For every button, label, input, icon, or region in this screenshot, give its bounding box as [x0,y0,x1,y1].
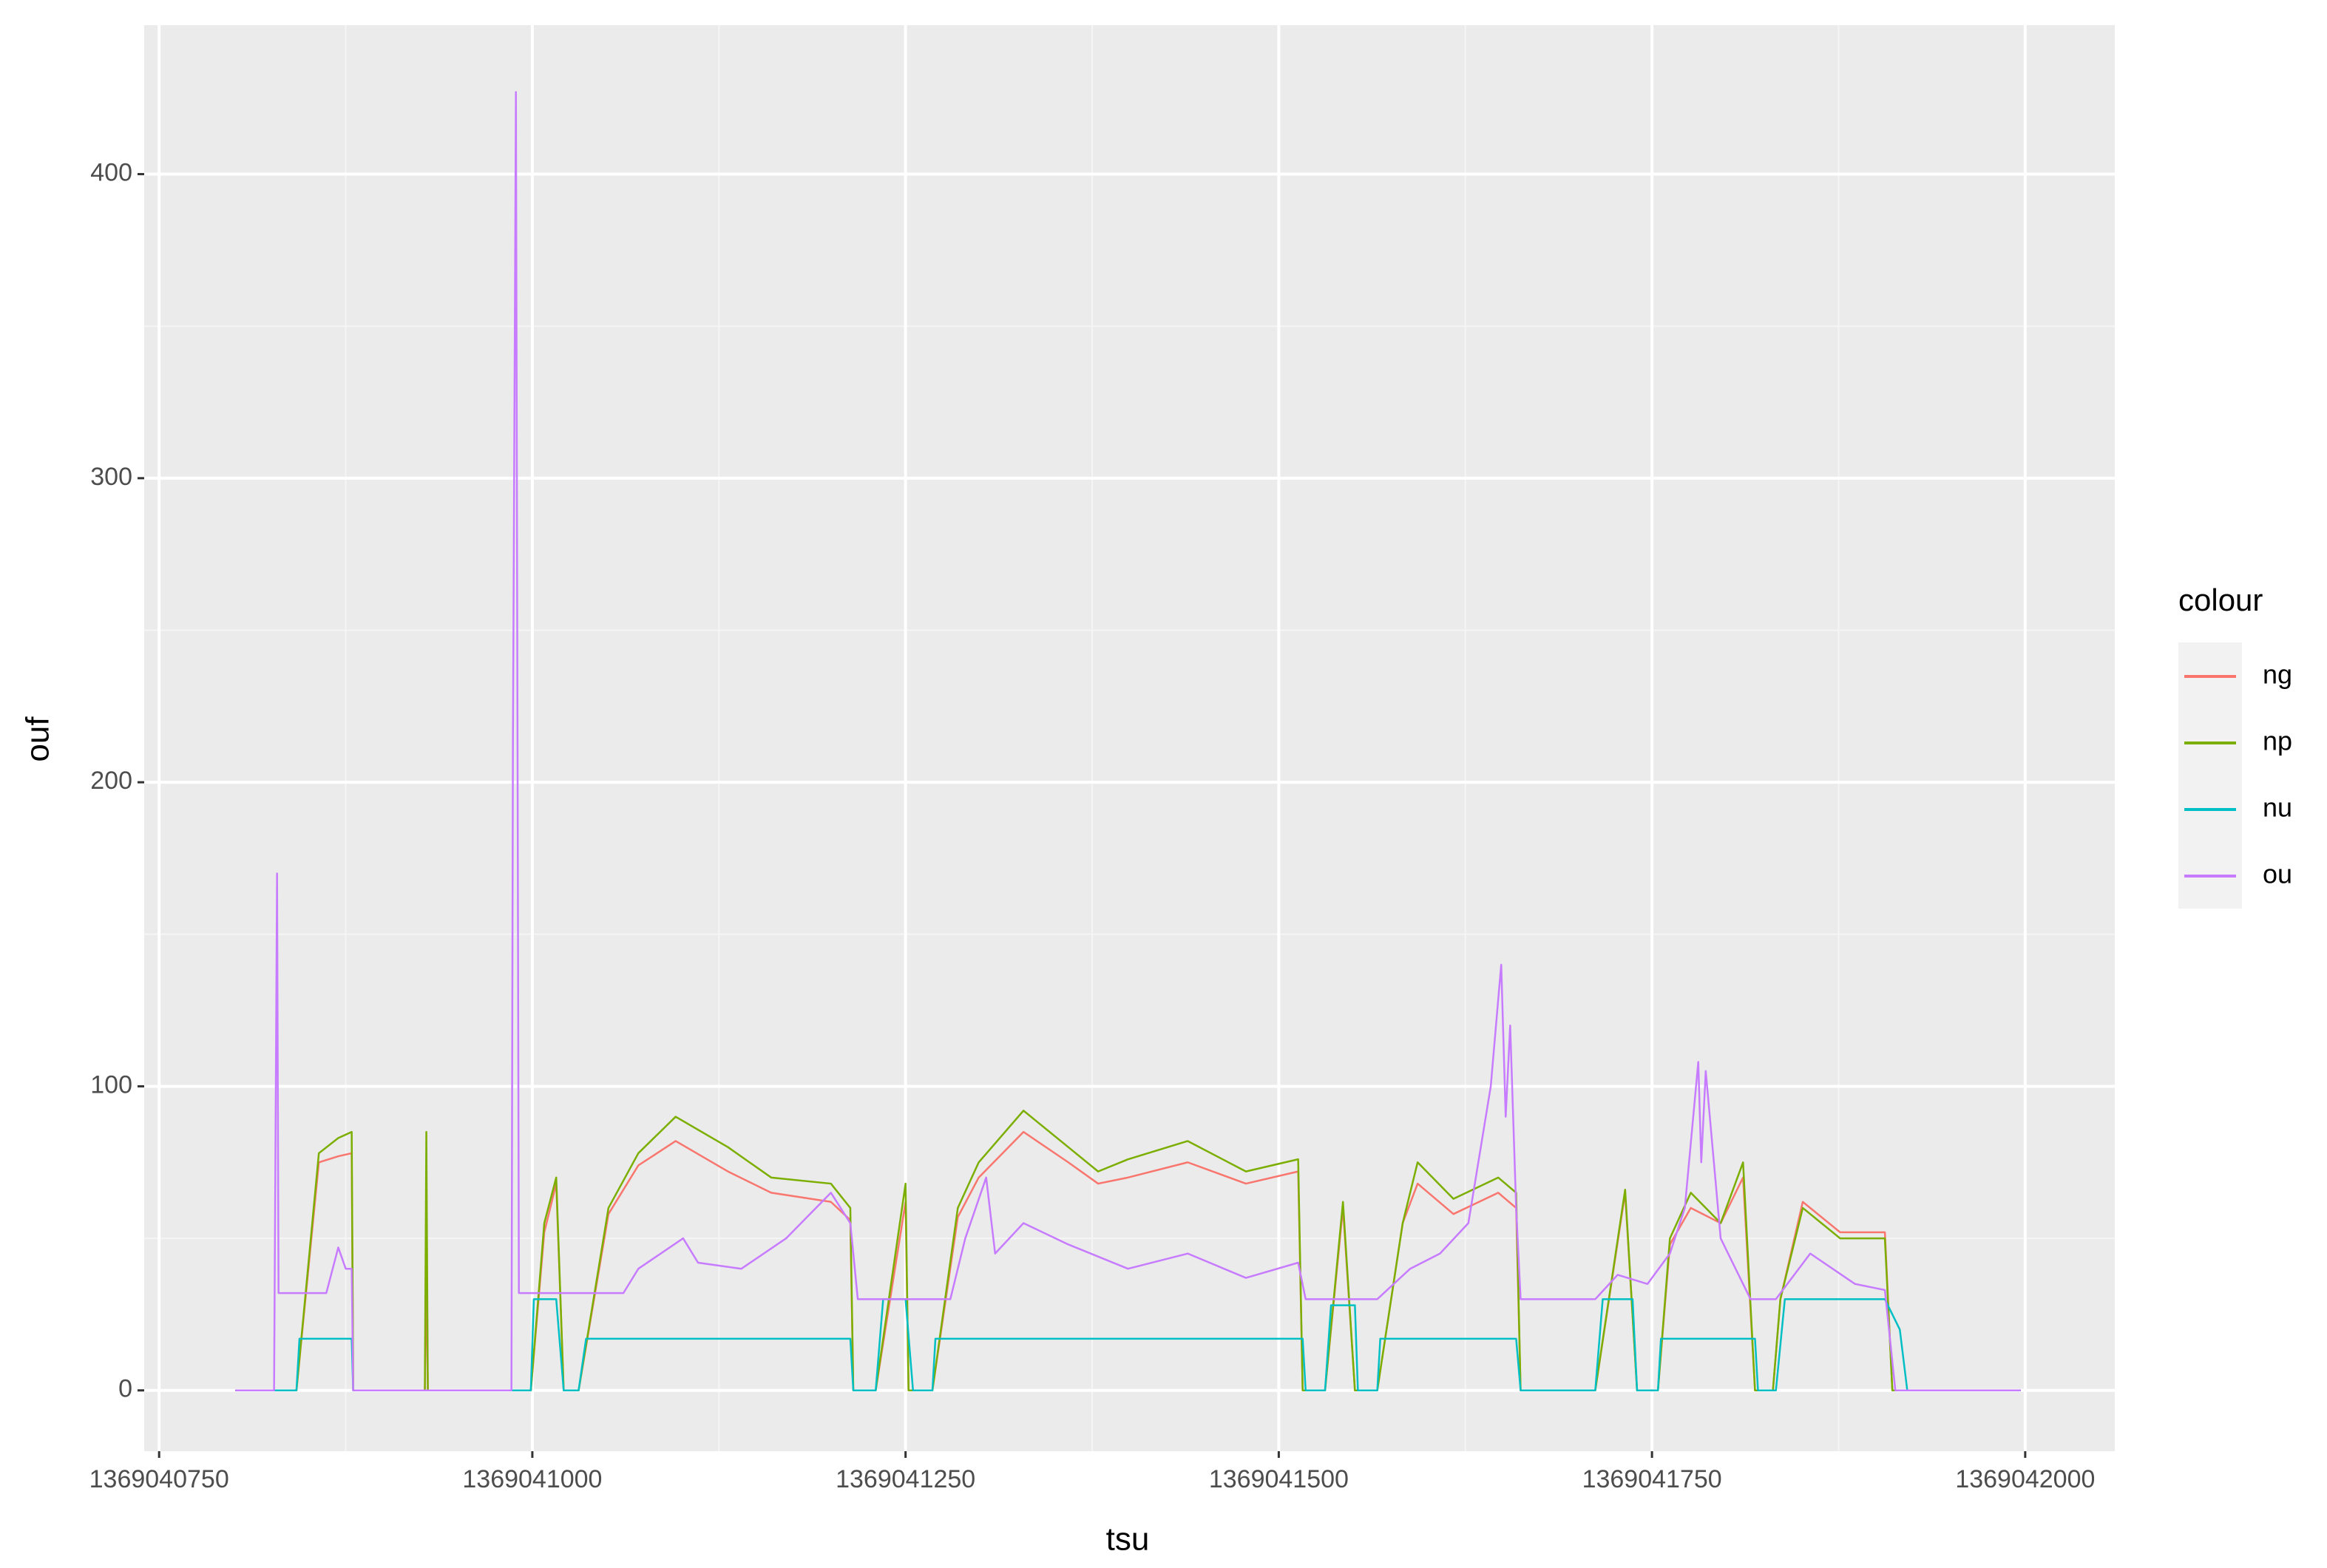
series-line [235,1130,2021,1391]
legend-label: nu [2263,793,2292,823]
y-tick-label: 0 [118,1375,132,1403]
x-tick-label: 1369041500 [1209,1465,1349,1493]
legend-label: np [2263,726,2292,756]
series-line [235,91,2021,1391]
legend-label: ng [2263,659,2292,690]
legend-label: ou [2263,859,2292,889]
plot-panel [144,25,2115,1451]
x-tick-label: 1369040750 [89,1465,229,1493]
series-line [235,1110,2021,1391]
y-axis-title: ouf [20,716,56,762]
series-line [235,1298,2021,1391]
y-tick-label: 400 [90,159,132,187]
x-tick-label: 1369041000 [462,1465,602,1493]
legend-title: colour [2178,583,2263,617]
x-tick-label: 1369042000 [1955,1465,2095,1493]
x-axis-title: tsu [1106,1521,1150,1558]
legend: colour ng np nu ou [2178,583,2292,909]
x-tick-label: 1369041750 [1582,1465,1722,1493]
y-tick-label: 200 [90,767,132,795]
x-tick-label: 1369041250 [836,1465,975,1493]
y-tick-label: 300 [90,463,132,491]
legend-key-background [2178,642,2242,909]
y-tick-label: 100 [90,1070,132,1099]
